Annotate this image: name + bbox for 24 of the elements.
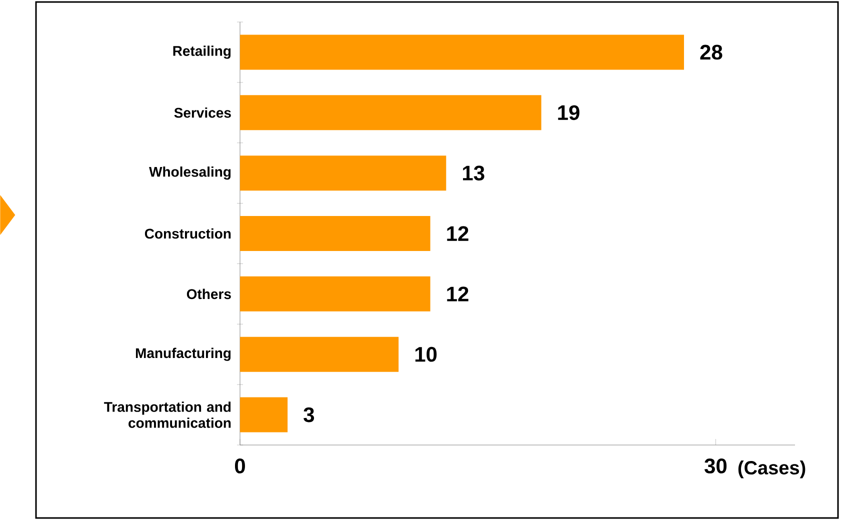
y-tick-label: Retailing [173, 46, 231, 59]
data-label: 12 [447, 226, 468, 241]
bar [240, 34, 684, 70]
bar [240, 216, 430, 252]
y-tick-label: Others [186, 288, 231, 300]
data-label: 28 [700, 44, 722, 60]
bar [240, 397, 288, 432]
y-tick-label: Manufacturing [136, 348, 231, 361]
x-axis-title: (Cases) [738, 460, 806, 478]
data-label: 13 [462, 166, 484, 181]
data-label: 3 [304, 407, 314, 422]
y-tick-label: Construction [144, 228, 231, 239]
bar [240, 156, 446, 191]
y-tick-label: Services [174, 108, 231, 118]
data-label: 19 [558, 105, 580, 120]
bar [240, 276, 430, 312]
x-tick-label: 0 [234, 458, 245, 474]
y-tick-label: Wholesaling [149, 166, 231, 180]
data-label: 10 [415, 346, 437, 362]
x-tick-label: 30 [704, 458, 727, 474]
y-tick-label: Transportation and communication [104, 402, 231, 428]
bar [240, 336, 399, 372]
bar [240, 95, 542, 130]
data-label: 12 [447, 286, 468, 302]
